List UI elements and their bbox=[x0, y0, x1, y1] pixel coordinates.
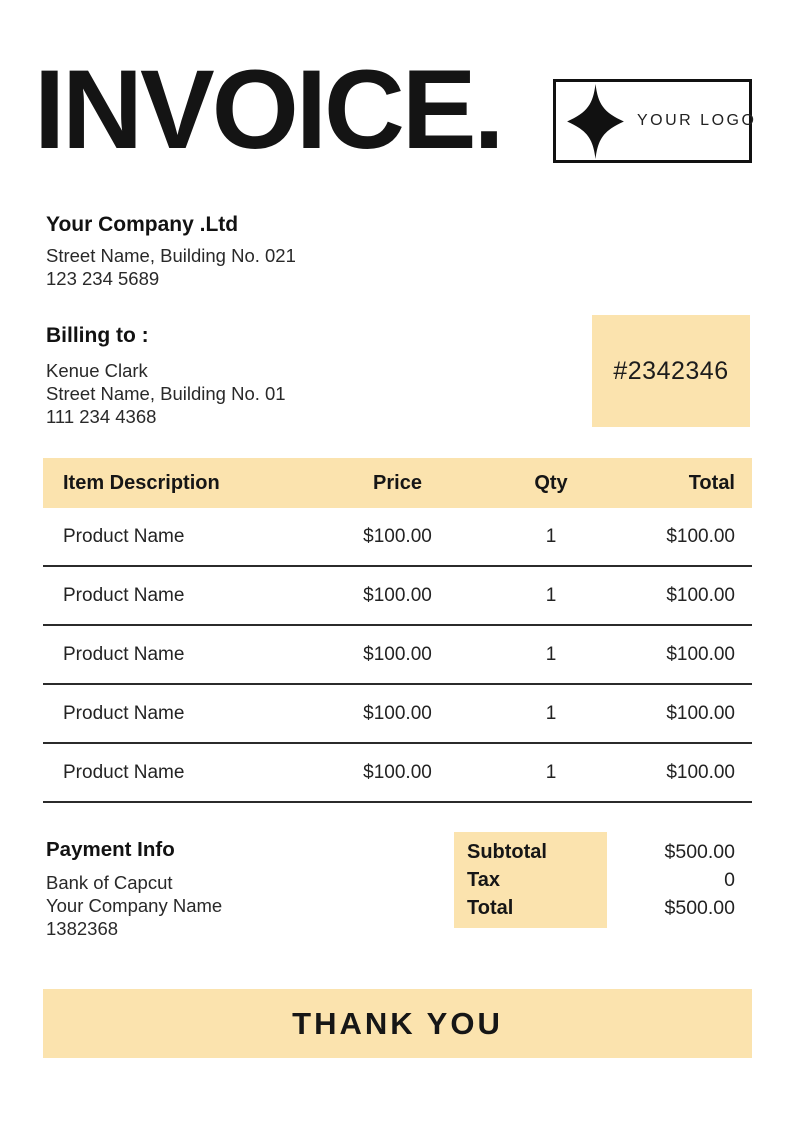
table-row: Product Name $100.00 1 $100.00 bbox=[43, 744, 752, 803]
billing-info: Billing to : Kenue Clark Street Name, Bu… bbox=[46, 324, 286, 428]
item-price: $100.00 bbox=[363, 525, 432, 547]
page-title: INVOICE. bbox=[34, 47, 505, 172]
column-header-description: Item Description bbox=[63, 471, 220, 494]
item-total: $100.00 bbox=[666, 643, 735, 665]
item-total: $100.00 bbox=[666, 584, 735, 606]
column-header-qty: Qty bbox=[534, 471, 568, 494]
table-row: Product Name $100.00 1 $100.00 bbox=[43, 567, 752, 626]
item-qty: 1 bbox=[545, 584, 557, 606]
column-header-total: Total bbox=[688, 471, 735, 494]
total-value: $500.00 bbox=[664, 897, 736, 919]
item-total: $100.00 bbox=[666, 702, 735, 724]
item-description: Product Name bbox=[63, 702, 185, 724]
totals-values: $500.00 0 $500.00 bbox=[607, 832, 736, 928]
table-row: Product Name $100.00 1 $100.00 bbox=[43, 626, 752, 685]
logo-label: YOUR LOGO bbox=[637, 112, 757, 129]
company-name: Your Company .Ltd bbox=[46, 213, 239, 236]
item-qty: 1 bbox=[545, 525, 557, 547]
table-row: Product Name $100.00 1 $100.00 bbox=[43, 685, 752, 744]
logo-box: YOUR LOGO bbox=[553, 79, 754, 163]
item-total: $100.00 bbox=[666, 761, 735, 783]
item-price: $100.00 bbox=[363, 761, 432, 783]
item-description: Product Name bbox=[63, 643, 185, 665]
payment-account-number: 1382368 bbox=[46, 918, 119, 939]
billing-label: Billing to : bbox=[46, 324, 149, 347]
payment-info-label: Payment Info bbox=[46, 838, 175, 861]
table-row: Product Name $100.00 1 $100.00 bbox=[43, 508, 752, 567]
item-description: Product Name bbox=[63, 761, 185, 783]
table-header-row: Item Description Price Qty Total bbox=[43, 458, 752, 508]
billing-phone: 111 234 4368 bbox=[46, 406, 157, 427]
company-phone: 123 234 5689 bbox=[46, 268, 160, 289]
company-address: Street Name, Building No. 021 bbox=[46, 245, 296, 266]
payment-account-name: Your Company Name bbox=[46, 895, 223, 916]
sparkle-icon bbox=[567, 83, 624, 159]
column-header-price: Price bbox=[373, 471, 422, 494]
item-price: $100.00 bbox=[363, 584, 432, 606]
item-description: Product Name bbox=[63, 525, 185, 547]
item-price: $100.00 bbox=[363, 702, 432, 724]
item-qty: 1 bbox=[545, 643, 557, 665]
item-total: $100.00 bbox=[666, 525, 735, 547]
company-info: Your Company .Ltd Street Name, Building … bbox=[46, 213, 296, 290]
item-description: Product Name bbox=[63, 584, 185, 606]
billing-address: Street Name, Building No. 01 bbox=[46, 383, 286, 404]
total-label: Total bbox=[467, 897, 514, 919]
thank-you-banner: THANK YOU bbox=[43, 989, 752, 1058]
payment-bank: Bank of Capcut bbox=[46, 872, 173, 893]
item-qty: 1 bbox=[545, 761, 557, 783]
items-table: Item Description Price Qty Total Product… bbox=[43, 458, 752, 803]
billing-name: Kenue Clark bbox=[46, 360, 148, 381]
totals-labels: Subtotal Tax Total bbox=[454, 832, 607, 928]
totals-summary: Subtotal Tax Total $500.00 0 $500.00 bbox=[454, 832, 735, 928]
payment-info: Payment Info Bank of Capcut Your Company… bbox=[46, 838, 222, 940]
invoice-number-badge: #2342346 bbox=[592, 315, 750, 427]
item-qty: 1 bbox=[545, 702, 557, 724]
thank-you-text: THANK YOU bbox=[292, 1005, 503, 1041]
subtotal-label: Subtotal bbox=[467, 841, 547, 863]
tax-value: 0 bbox=[724, 869, 735, 891]
tax-label: Tax bbox=[467, 869, 500, 891]
invoice-number: #2342346 bbox=[613, 356, 729, 385]
subtotal-value: $500.00 bbox=[664, 841, 736, 863]
item-price: $100.00 bbox=[363, 643, 432, 665]
